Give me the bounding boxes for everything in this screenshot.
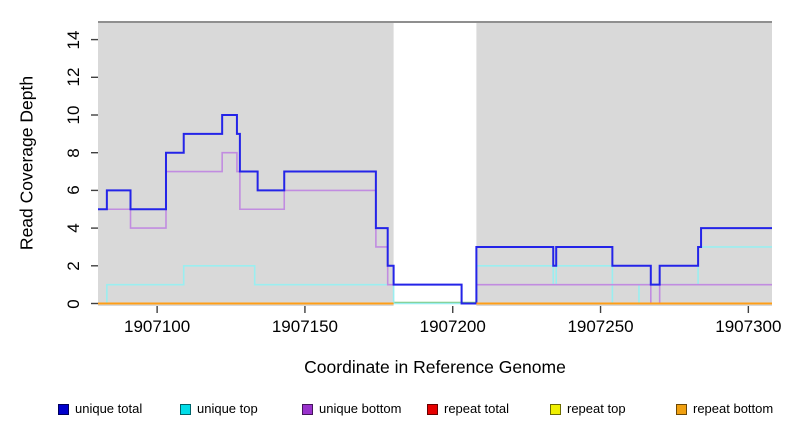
y-tick-label: 4 — [64, 223, 83, 233]
y-tick-label: 10 — [64, 105, 83, 125]
x-tick-label: 1907100 — [124, 317, 191, 336]
x-tick-label: 1907150 — [271, 317, 339, 336]
gap-region — [393, 23, 477, 306]
series-unique-bottom — [98, 151, 772, 305]
y-tick-label: 6 — [64, 185, 83, 196]
legend-label: repeat total — [444, 401, 510, 416]
legend-swatch — [676, 403, 687, 415]
legend-item-unique-bottom: unique bottom — [302, 401, 401, 417]
legend-swatch — [550, 403, 561, 415]
series-unique-total — [98, 114, 772, 305]
y-tick-label: 14 — [64, 30, 83, 50]
y-tick-label: 12 — [64, 67, 83, 87]
y-tick-label: 0 — [64, 298, 83, 309]
legend-swatch — [302, 403, 313, 415]
legend-swatch — [58, 403, 69, 415]
legend-item-unique-top: unique top — [180, 401, 258, 417]
legend-label: unique bottom — [319, 401, 402, 416]
y-tick-label: 8 — [64, 147, 83, 158]
legend-label: unique top — [197, 401, 258, 416]
x-tick-label: 1907250 — [567, 317, 634, 336]
legend-item-repeat-total: repeat total — [427, 401, 509, 417]
y-tick-label: 2 — [64, 261, 83, 271]
legend-label: unique total — [75, 401, 143, 416]
x-tick-label: 1907300 — [715, 317, 782, 336]
y-axis-label: Read Coverage Depth — [16, 75, 37, 251]
series-unique-top — [98, 246, 772, 305]
legend-item-unique-total: unique total — [58, 401, 142, 417]
legend-item-repeat-top: repeat top — [550, 401, 626, 417]
legend-label: repeat top — [567, 401, 626, 416]
legend-swatch — [427, 403, 438, 415]
x-axis-label: Coordinate in Reference Genome — [304, 357, 566, 377]
legend-label: repeat bottom — [693, 401, 774, 416]
legend-item-repeat-bottom: repeat bottom — [676, 401, 773, 417]
x-tick-label: 1907200 — [419, 317, 486, 336]
legend-swatch — [180, 403, 191, 415]
